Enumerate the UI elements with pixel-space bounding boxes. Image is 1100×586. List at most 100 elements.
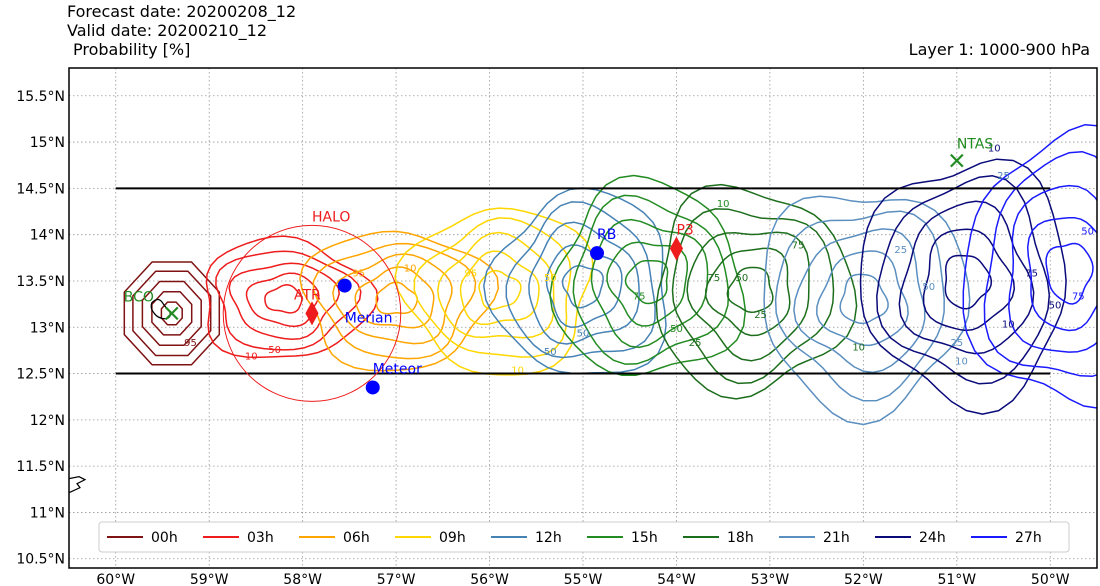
- contour-label: 10: [245, 352, 258, 363]
- marker-BCO-b: [165, 306, 179, 321]
- legend-label-09h: 09h: [439, 530, 466, 546]
- y-tick-label: 11.5°N: [16, 459, 65, 475]
- contour-label: 50: [544, 273, 557, 284]
- legend-label-00h: 00h: [151, 530, 178, 546]
- legend-label-21h: 21h: [823, 530, 850, 546]
- contour-21h-75: [816, 250, 909, 347]
- contour-27h-95: [1045, 242, 1094, 305]
- y-tick-label: 14°N: [30, 228, 65, 244]
- contour-18h-25: [671, 208, 835, 385]
- contour-label: 10: [404, 264, 417, 275]
- contour-18h-10: [655, 183, 858, 400]
- contour-27h-25: [983, 150, 1097, 377]
- y-tick-label: 12°N: [30, 413, 65, 429]
- contour-24h-50: [898, 200, 1035, 355]
- marker-label-NTAS: NTAS: [957, 137, 994, 153]
- contour-label: 10: [717, 199, 730, 210]
- contour-09h-50: [437, 231, 555, 339]
- contour-label: 50: [922, 282, 935, 293]
- layer-label: Layer 1: 1000-900 hPa: [908, 40, 1090, 59]
- marker-NTAS-b: [950, 153, 964, 168]
- plot-frame: [68, 67, 1098, 569]
- legend-label-12h: 12h: [535, 530, 562, 546]
- marker-label-RB: RB: [597, 227, 616, 243]
- contour-label: 50: [1049, 301, 1062, 312]
- contour-12h-50: [528, 221, 640, 345]
- contour-09h-25: [413, 217, 572, 358]
- contour-21h-25: [774, 210, 945, 402]
- contour-09h-75: [459, 250, 540, 326]
- contour-label: 75: [707, 273, 720, 284]
- legend-box: [98, 521, 1070, 553]
- x-tick-label: 50°W: [1031, 572, 1070, 586]
- contour-00h-50: [141, 280, 202, 346]
- contour-label: 75: [633, 291, 646, 302]
- contour-00h-10: [123, 261, 221, 366]
- contour-15h-50: [590, 218, 709, 349]
- marker-RB: [590, 246, 605, 261]
- contour-27h-75: [1026, 216, 1097, 332]
- x-tick-label: 53°W: [751, 572, 790, 586]
- contour-03h-50: [228, 262, 340, 341]
- valid-date-label: Valid date: 20200210_12: [67, 21, 267, 40]
- y-tick-label: 12.5°N: [16, 367, 65, 383]
- y-tick-label: 14.5°N: [16, 181, 65, 197]
- legend-label-18h: 18h: [727, 530, 754, 546]
- x-tick-label: 55°W: [564, 572, 603, 586]
- y-tick-label: 10.5°N: [16, 552, 65, 568]
- contour-label: 50: [670, 324, 683, 335]
- x-tick-label: 51°W: [937, 572, 976, 586]
- contour-label: 25: [950, 338, 963, 349]
- contour-06h-25: [312, 242, 477, 360]
- contour-15h-75: [606, 241, 689, 327]
- contour-03h-75: [245, 272, 320, 328]
- contour-18h-50: [686, 231, 810, 362]
- contour-06h-95: [375, 281, 419, 315]
- contour-label: 10: [1002, 319, 1015, 330]
- marker-Merian: [337, 278, 352, 293]
- contour-label: 10: [955, 356, 968, 367]
- legend-label-06h: 06h: [343, 530, 370, 546]
- halo-label: HALO: [312, 209, 350, 225]
- contour-label: 10: [988, 143, 1001, 154]
- contour-27h-10: [962, 123, 1097, 409]
- legend-label-27h: 27h: [1015, 530, 1042, 546]
- contour-03h-10: [205, 235, 379, 359]
- contour-label: 10: [511, 366, 524, 377]
- contour-21h-10: [763, 195, 971, 426]
- x-tick-label: 60°W: [96, 572, 135, 586]
- contour-18h-95: [726, 266, 774, 314]
- marker-label-P3: P3: [676, 223, 693, 239]
- marker-label-BCO: BCO: [124, 289, 154, 305]
- x-tick-label: 56°W: [470, 572, 509, 586]
- contour-label: 95: [184, 338, 197, 349]
- y-tick-label: 13°N: [30, 320, 65, 336]
- legend-label-24h: 24h: [919, 530, 946, 546]
- contour-00h-75: [151, 291, 193, 336]
- contour-03h-95: [264, 284, 303, 314]
- contour-06h-75: [354, 266, 435, 329]
- contour-18h-75: [705, 247, 791, 337]
- contour-24h-10: [859, 158, 1067, 415]
- coastline-fragment: [69, 476, 87, 494]
- x-tick-label: 54°W: [657, 572, 696, 586]
- x-tick-label: 58°W: [283, 572, 322, 586]
- contour-15h-10: [549, 174, 747, 377]
- marker-P3: [669, 236, 684, 261]
- legend-label-15h: 15h: [631, 530, 658, 546]
- halo-circle: [222, 224, 402, 402]
- contour-label: 75: [792, 241, 805, 252]
- contour-00h-95: [160, 301, 183, 326]
- contour-label: 50: [544, 347, 557, 358]
- contour-27h-50: [1008, 184, 1097, 353]
- contour-label: 25: [754, 310, 767, 321]
- contour-label: 25: [894, 245, 907, 256]
- contour-03h-25: [215, 250, 362, 351]
- legend-label-03h: 03h: [247, 530, 274, 546]
- contour-label: 25: [689, 338, 702, 349]
- contour-label: 75: [1072, 291, 1085, 302]
- contour-24h-25: [876, 175, 1051, 385]
- contour-12h-10: [483, 187, 667, 374]
- contour-label: 50: [577, 329, 590, 340]
- contour-21h-50: [793, 228, 926, 374]
